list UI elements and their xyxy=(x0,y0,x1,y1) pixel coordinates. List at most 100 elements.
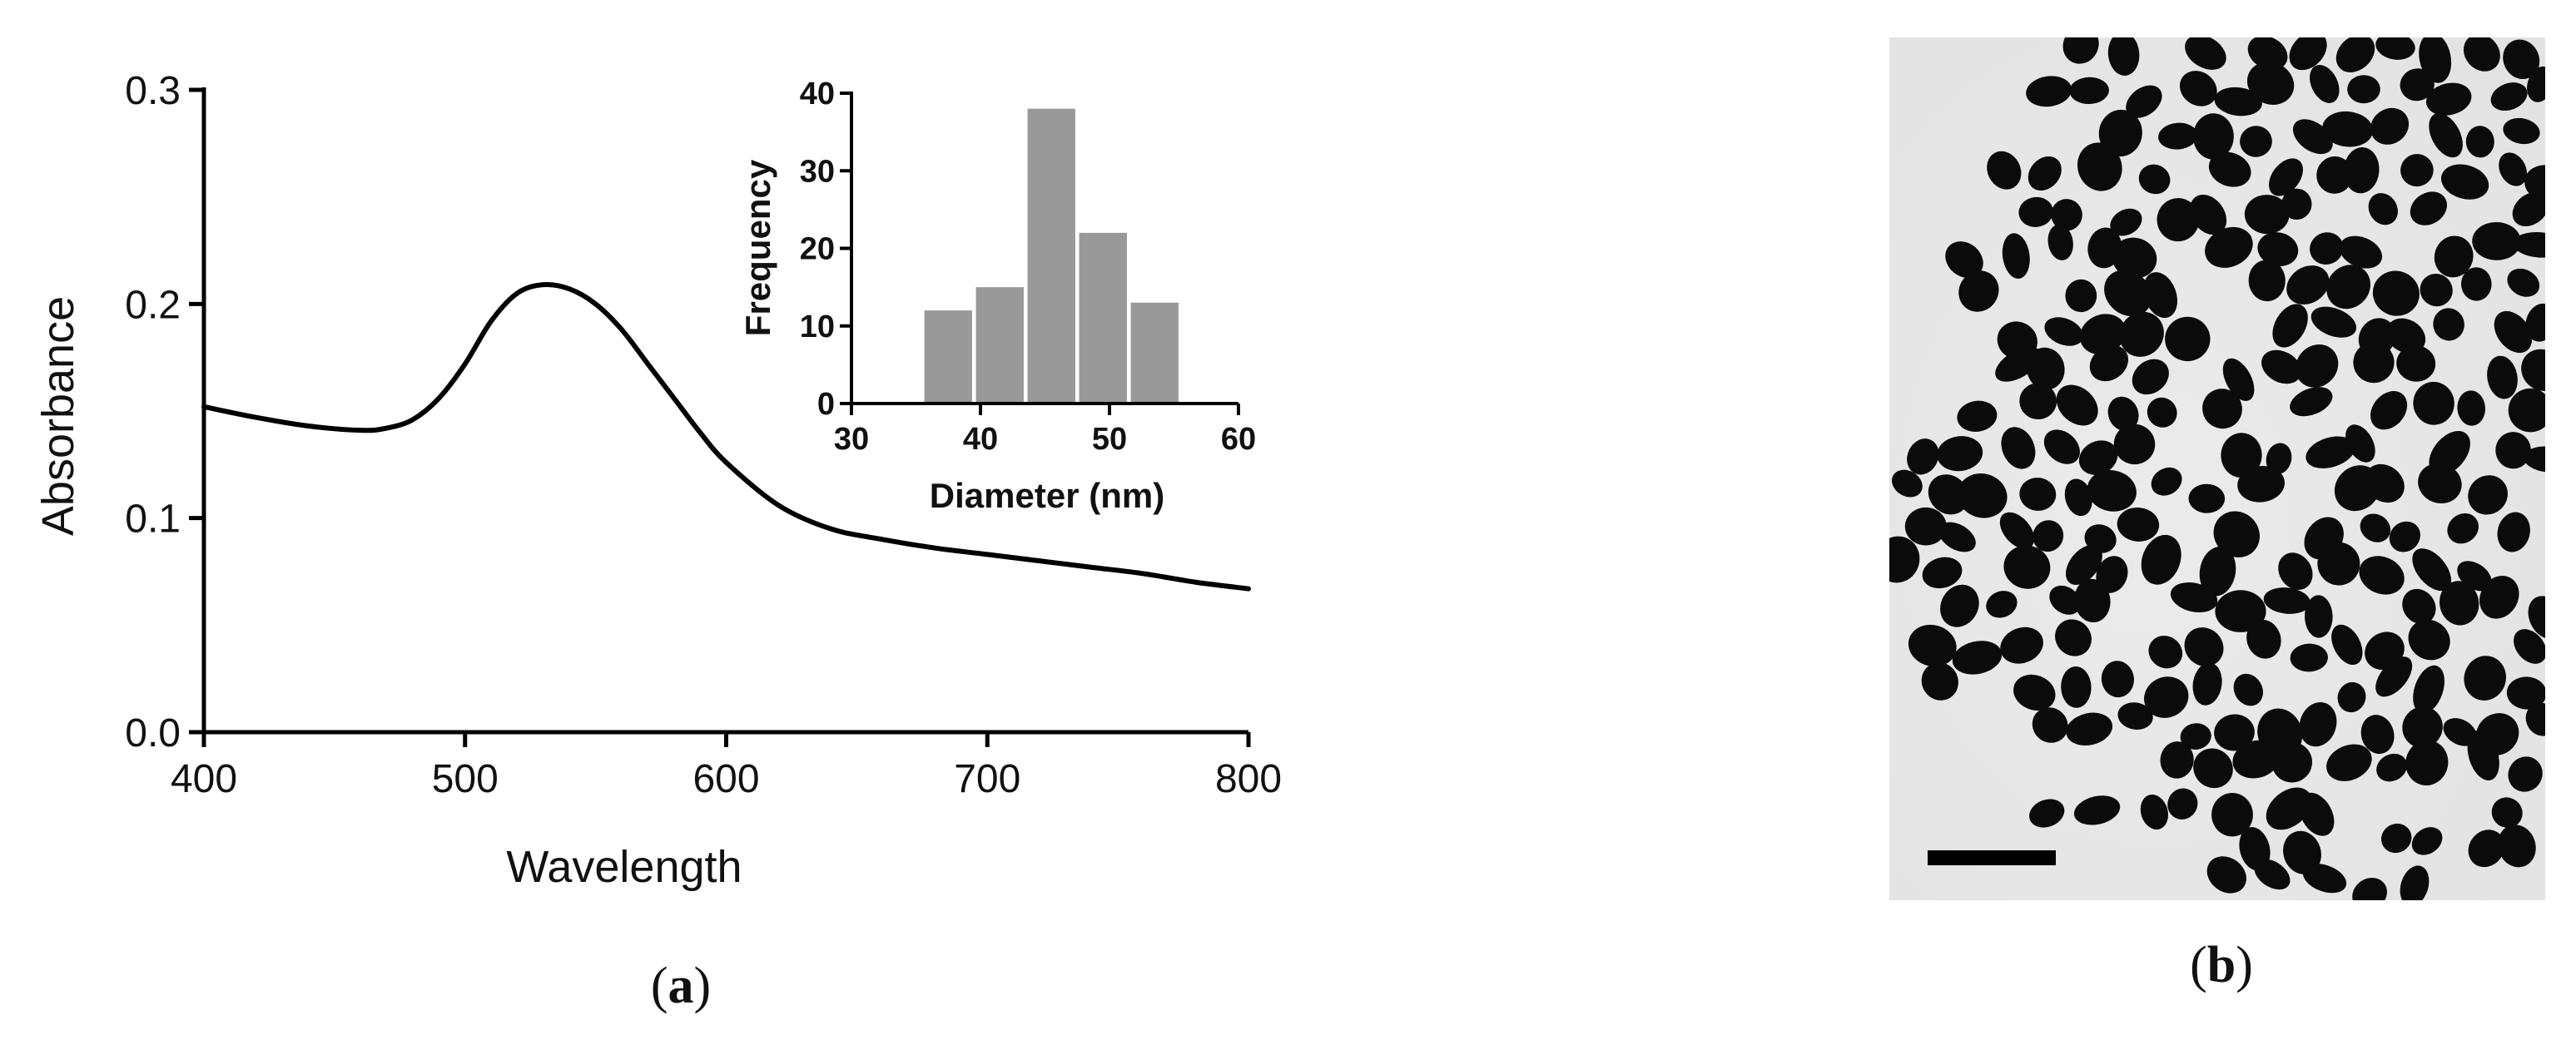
nanoparticle xyxy=(2271,741,2313,783)
nanoparticle xyxy=(2215,590,2266,632)
nanoparticle xyxy=(2347,75,2380,104)
nanoparticle xyxy=(2491,797,2523,828)
inset-x-tick-labels: 30 40 50 60 xyxy=(834,422,1256,457)
absorbance-line xyxy=(201,281,1251,592)
nanoparticle xyxy=(2375,37,2415,60)
nanoparticle xyxy=(2467,730,2499,780)
nanoparticle xyxy=(2506,676,2545,710)
nanoparticle xyxy=(2465,126,2494,158)
nanoparticle xyxy=(2232,740,2281,779)
nanoparticle xyxy=(2165,316,2211,362)
nanoparticle xyxy=(2514,629,2545,664)
nanoparticle xyxy=(2337,681,2366,713)
nanoparticle xyxy=(2524,446,2545,473)
nanoparticle xyxy=(2490,82,2528,111)
nanoparticle xyxy=(2077,142,2122,191)
nanoparticle xyxy=(2190,195,2227,235)
nanoparticle xyxy=(2110,208,2142,236)
nanoparticle xyxy=(2143,272,2178,319)
nanoparticle xyxy=(2193,748,2233,789)
nanoparticle xyxy=(2443,718,2477,746)
nanoparticle xyxy=(2211,793,2253,837)
nanoparticle xyxy=(2214,87,2262,116)
nanoparticle xyxy=(2019,383,2057,420)
nanoparticle xyxy=(2073,795,2121,825)
nanoparticle xyxy=(2074,578,2111,623)
nanoparticle xyxy=(2096,556,2128,593)
histogram-bar xyxy=(924,310,972,404)
nanoparticle xyxy=(2049,585,2082,615)
nanoparticle xyxy=(2360,715,2395,755)
nanoparticle xyxy=(2463,37,2500,72)
nanoparticle xyxy=(2487,355,2518,399)
nanoparticle xyxy=(2055,619,2092,656)
nanoparticle xyxy=(2257,232,2299,267)
nanoparticle xyxy=(2413,665,2444,714)
nanoparticle xyxy=(2316,156,2353,194)
histogram-bar xyxy=(1130,302,1179,404)
nanoparticle xyxy=(2322,111,2374,147)
tem-micrograph xyxy=(1889,37,2545,900)
nanoparticle xyxy=(2002,233,2030,279)
nanoparticle xyxy=(2495,432,2531,469)
nanoparticle xyxy=(2018,196,2053,227)
nanoparticle xyxy=(2440,164,2489,200)
nanoparticle xyxy=(2402,706,2443,748)
nanoparticle xyxy=(2064,478,2092,517)
nanoparticle xyxy=(2148,636,2183,669)
nanoparticle xyxy=(2221,433,2262,478)
nanoparticle xyxy=(1908,624,1957,667)
nanoparticle xyxy=(2104,270,2152,317)
nanoparticle xyxy=(2000,627,2043,664)
nanoparticle xyxy=(2521,349,2545,392)
nanoparticle xyxy=(2117,507,2160,542)
nanoparticle xyxy=(2429,112,2463,158)
nanoparticle xyxy=(2167,788,2198,820)
nanoparticle xyxy=(2248,260,2286,302)
nanoparticle xyxy=(2266,787,2312,830)
nanoparticle xyxy=(1889,536,1920,583)
inset-x-tick-label: 30 xyxy=(834,422,869,457)
nanoparticle xyxy=(2286,265,2330,305)
nanoparticle xyxy=(2028,156,2062,191)
nanoparticle xyxy=(2013,674,2056,711)
nanoparticle xyxy=(2359,556,2405,595)
nanoparticle xyxy=(2410,191,2448,225)
nanoparticle xyxy=(2269,158,2303,196)
nanoparticle xyxy=(2233,673,2264,706)
nanoparticle xyxy=(2026,347,2065,390)
nanoparticle xyxy=(2003,545,2051,589)
inset-y-tick-label: 0 xyxy=(817,387,835,422)
nanoparticle xyxy=(2065,544,2102,585)
nanoparticle xyxy=(2420,273,2453,307)
nanoparticle xyxy=(2246,619,2281,659)
nanoparticle xyxy=(2089,344,2129,382)
nanoparticle xyxy=(1987,151,2022,190)
nanoparticle xyxy=(2326,265,2370,310)
nanoparticle xyxy=(1995,346,2042,382)
nanoparticle xyxy=(1986,591,2018,618)
nanoparticle xyxy=(2205,226,2253,268)
nanoparticle xyxy=(2299,701,2337,747)
nanoparticle xyxy=(2396,345,2436,382)
nanoparticle xyxy=(2107,396,2139,431)
nanoparticle xyxy=(2528,596,2545,640)
nanoparticle xyxy=(2372,270,2420,316)
nanoparticle xyxy=(2413,381,2454,425)
nanoparticle xyxy=(2061,666,2092,708)
nanoparticle xyxy=(2112,237,2157,279)
nanoparticle xyxy=(2119,311,2164,357)
nanoparticle xyxy=(2069,77,2109,105)
nanoparticle xyxy=(2418,463,2462,504)
nanoparticle xyxy=(2524,165,2545,201)
nanoparticle xyxy=(2001,427,2036,469)
nanoparticle xyxy=(1958,270,1999,312)
nanoparticle xyxy=(2400,68,2435,102)
nanoparticle xyxy=(2339,235,2383,269)
nanoparticle xyxy=(2184,627,2224,666)
nanoparticle xyxy=(2353,341,2395,384)
nanoparticle xyxy=(2389,521,2420,552)
main-x-tick-label: 800 xyxy=(1215,757,1282,801)
panel-label-b: (b) xyxy=(2190,937,2253,993)
